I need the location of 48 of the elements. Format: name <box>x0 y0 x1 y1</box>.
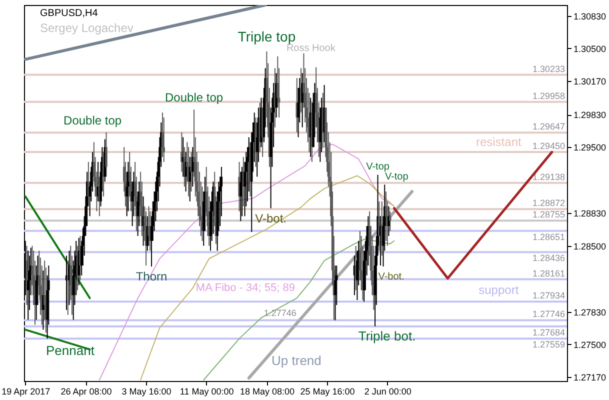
annotation: V-bot. <box>255 211 286 226</box>
y-tick-label: 1.29830 <box>574 110 606 120</box>
ref-line-label: 1.29450 <box>532 141 565 152</box>
y-tick-label: 1.27500 <box>574 340 606 350</box>
ref-line-label: 1.28436 <box>532 253 565 264</box>
x-tick-label: 25 May 16:00 <box>300 386 355 396</box>
y-tick-label: 1.27830 <box>574 307 606 318</box>
x-tick-label: 26 Apr 08:00 <box>60 386 112 396</box>
ref-line-label: 1.28161 <box>532 268 565 278</box>
ref-line-label: 1.29958 <box>532 90 565 101</box>
chart-title: GBPUSD,H4 <box>40 8 98 19</box>
annotation: Pennant <box>46 343 95 358</box>
ref-line-label: 1.27559 <box>532 340 565 350</box>
y-tick-label: 1.29500 <box>574 142 606 153</box>
annotation: V-bot. <box>378 272 404 283</box>
ref-line-label: 1.27746 <box>532 309 565 320</box>
ref-line-label: 1.28872 <box>532 198 565 208</box>
annotation: MA Fibo - 34; 55; 89 <box>196 282 295 294</box>
y-tick-label: 1.30830 <box>574 11 606 22</box>
ref-line-label: 1.27684 <box>532 327 565 338</box>
text: Sergey Logachev <box>40 21 134 35</box>
y-tick-label: 1.27170 <box>574 372 606 383</box>
y-tick-label: 1.30500 <box>574 44 606 54</box>
annotation: Triple bot. <box>358 328 416 344</box>
annotation: Thorn <box>136 270 168 284</box>
annotation: resistant <box>476 135 522 149</box>
x-tick-label: 3 May 16:00 <box>122 386 172 396</box>
annotation: V-top <box>384 172 409 183</box>
y-tick-label: 1.28500 <box>574 241 606 252</box>
annotation: Ross Hook <box>286 43 336 54</box>
ref-line-label: 1.29647 <box>532 122 565 132</box>
x-tick-label: 19 Apr 2017 <box>2 386 50 396</box>
annotation: Triple top <box>238 28 296 44</box>
ref-line-label: 1.30233 <box>532 64 565 74</box>
ref-line-label: 1.27934 <box>532 290 565 301</box>
x-tick-label: 11 May 00:00 <box>180 386 234 396</box>
y-tick-label: 1.28830 <box>574 208 606 219</box>
ref-line-label: 1.29138 <box>532 172 565 182</box>
annotation: Double top <box>64 113 122 128</box>
annotation: Up trend <box>272 353 322 368</box>
annotation: support <box>478 283 520 297</box>
annotation: V-top <box>366 162 390 173</box>
ref-line-label: 1.28651 <box>532 232 565 242</box>
y-tick-label: 1.30170 <box>574 76 606 86</box>
ref-line-label: 1.28755 <box>532 210 565 220</box>
x-tick-label: 2 Jun 00:00 <box>364 386 412 396</box>
x-tick-label: 18 May 08:00 <box>240 386 294 396</box>
annotation: Double top <box>165 90 224 105</box>
